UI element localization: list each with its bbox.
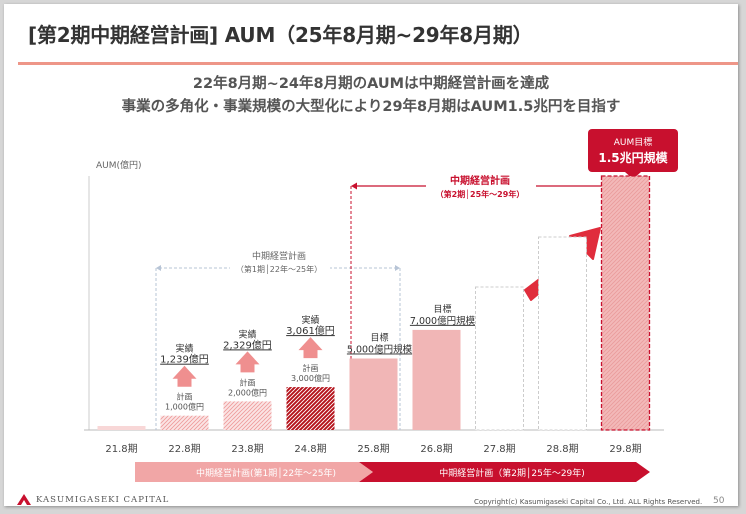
band-plan1-label: 中期経営計画(第1期│22年～25年) — [196, 467, 336, 479]
bar-29.8期 — [600, 175, 651, 431]
plan1-bracket-title: 中期経営計画 — [252, 250, 306, 262]
x-tick-label: 21.8期 — [105, 443, 137, 455]
bar-28.8期 — [538, 236, 587, 431]
page-number: 50 — [713, 496, 725, 506]
page-title: [第2期中期経営計画] AUM（25年8月期~29年8月期） — [28, 23, 533, 47]
up-arrow-icon — [298, 337, 323, 359]
callout-label: AUM目標 — [614, 136, 653, 148]
copyright: Copyright(c) Kasumigaseki Capital Co., L… — [474, 498, 703, 506]
logo-mark-icon — [17, 494, 31, 505]
title-rule — [18, 62, 738, 65]
plan1-bracket-period: （第1期│22年～25年） — [236, 264, 322, 274]
target-value: 7,000億円規模 — [410, 315, 476, 327]
plan2-bracket: 中期経営計画 （第2期│25年～29年） — [350, 172, 611, 430]
company-logo: KASUMIGASEKI CAPITAL — [16, 493, 169, 506]
subtitle-line-1: 22年8月期~24年8月期のAUMは中期経営計画を達成 — [192, 76, 550, 92]
bar-26.8期 — [412, 329, 461, 430]
bar-25.8期 — [349, 358, 398, 430]
y-axis-label: AUM(億円) — [96, 159, 142, 171]
band-plan2-label: 中期経営計画（第2期│25年～29年) — [439, 467, 585, 479]
aum-chart: AUM(億円) 中期経営計画 （第1期│22年～25年） 中期経営計画 （ — [84, 129, 678, 482]
actual-label: 実績 — [238, 328, 256, 340]
plan-value: 3,000億円 — [291, 373, 330, 383]
up-arrow-icon — [235, 351, 260, 373]
x-tick-label: 26.8期 — [420, 443, 452, 455]
plan-value: 2,000億円 — [228, 387, 267, 397]
plan-label: 計画 — [240, 377, 256, 387]
x-tick-label: 24.8期 — [294, 443, 326, 455]
target-label: 目標 — [433, 303, 451, 315]
aum-target-callout: AUM目標 1.5兆円規模 — [588, 129, 678, 179]
target-label: 目標 — [370, 332, 388, 344]
bar-23.8期 — [223, 401, 272, 430]
actual-label: 実績 — [301, 314, 319, 326]
x-tick-label: 23.8期 — [231, 443, 263, 455]
x-tick-label: 27.8期 — [483, 443, 515, 455]
plan1-bracket: 中期経営計画 （第1期│22年～25年） — [155, 248, 401, 430]
actual-value: 2,329億円 — [223, 338, 272, 351]
bar-27.8期 — [475, 286, 524, 431]
target-value: 5,000億円規模 — [347, 344, 413, 356]
callout-value: 1.5兆円規模 — [598, 150, 668, 165]
plan2-bracket-title: 中期経営計画 — [450, 174, 510, 187]
plan-label: 計画 — [177, 392, 193, 402]
bar-21.8期 — [97, 426, 146, 430]
logo-text: KASUMIGASEKI CAPITAL — [36, 495, 170, 505]
bar-24.8期 — [286, 387, 335, 430]
plan-value: 1,000億円 — [165, 402, 204, 412]
subtitle-line-2: 事業の多角化・事業規模の大型化により29年8月期はAUM1.5兆円を目指す — [121, 99, 621, 115]
plan2-bracket-period: （第2期│25年～29年） — [436, 189, 525, 199]
plan-label: 計画 — [303, 363, 319, 373]
bottom-plan-band: 中期経営計画(第1期│22年～25年) 中期経営計画（第2期│25年～29年) — [135, 462, 650, 482]
x-tick-label: 28.8期 — [546, 443, 578, 455]
actual-value: 1,239億円 — [160, 353, 209, 366]
x-tick-label: 25.8期 — [357, 443, 389, 455]
actual-value: 3,061億円 — [286, 324, 335, 337]
slide: [第2期中期経営計画] AUM（25年8月期~29年8月期） 22年8月期~24… — [4, 4, 738, 506]
up-arrow-icon — [172, 365, 197, 387]
bar-22.8期 — [160, 415, 209, 430]
x-tick-label: 22.8期 — [168, 443, 200, 455]
x-tick-label: 29.8期 — [609, 443, 641, 455]
actual-label: 実績 — [175, 343, 193, 355]
